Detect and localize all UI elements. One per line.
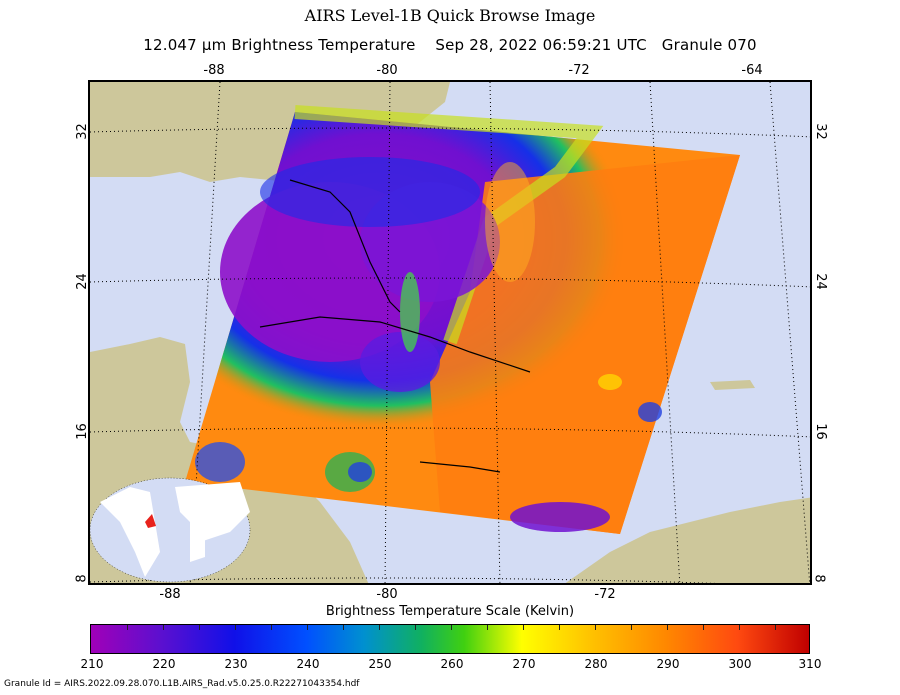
land-south-america xyxy=(565,497,810,583)
map-panel xyxy=(88,80,812,585)
page-title: AIRS Level-1B Quick Browse Image xyxy=(304,6,596,25)
right-lat-label: 8 xyxy=(811,574,827,583)
location-marker xyxy=(145,514,156,528)
colorbar-tick-label: 310 xyxy=(798,657,822,671)
bottom-lon-label: -88 xyxy=(159,587,181,602)
image-subtitle: 12.047 μm Brightness Temperature Sep 28,… xyxy=(143,36,757,54)
right-lat-label: 32 xyxy=(812,123,828,140)
world-locator-inset xyxy=(90,477,251,583)
colorbar-tick-label: 230 xyxy=(224,657,248,671)
colorbar-tick-label: 260 xyxy=(440,657,464,671)
top-lon-label: -88 xyxy=(203,63,225,78)
graticule xyxy=(90,82,810,583)
colorbar-tick-label: 280 xyxy=(584,657,608,671)
colorbar-tick-label: 240 xyxy=(296,657,320,671)
granule-id: Granule Id = AIRS.2022.09.28.070.L1B.AIR… xyxy=(4,679,360,689)
bottom-lon-label: -80 xyxy=(376,587,398,602)
top-lon-label: -80 xyxy=(376,63,398,78)
airs-swath xyxy=(185,105,740,534)
colorbar-tick-label: 220 xyxy=(152,657,176,671)
right-lat-label: 24 xyxy=(812,273,828,290)
colorbar-tick-label: 250 xyxy=(368,657,392,671)
right-lat-label: 16 xyxy=(812,423,828,440)
top-lon-label: -72 xyxy=(568,63,590,78)
brightness-temperature-map xyxy=(90,82,810,583)
top-lon-label: -64 xyxy=(741,63,763,78)
colorbar-tick-label: 210 xyxy=(80,657,104,671)
colorbar-tick-label: 270 xyxy=(512,657,536,671)
temperature-colorbar xyxy=(90,624,810,654)
coastlines xyxy=(259,179,531,473)
colorbar-tick-label: 290 xyxy=(656,657,680,671)
colorbar-tick-label: 300 xyxy=(728,657,752,671)
bottom-lon-label: -72 xyxy=(594,587,616,602)
colorbar-title: Brightness Temperature Scale (Kelvin) xyxy=(325,604,575,619)
